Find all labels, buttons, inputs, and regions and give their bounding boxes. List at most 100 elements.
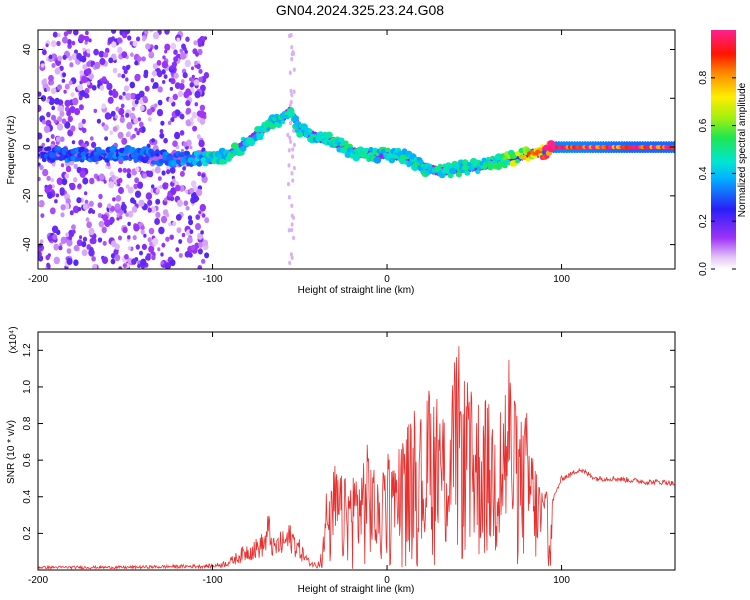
spectrogram-y-ticks: 40 20 0 -20 -40: [22, 44, 675, 252]
spectrogram-noise-point: [116, 216, 120, 221]
spectrogram-noise-point: [57, 84, 62, 91]
spectrogram-noise-point: [51, 162, 56, 167]
spectrogram-noise-point: [86, 244, 91, 250]
spectrogram-noise-point: [134, 60, 139, 66]
spectrogram-noise-point: [112, 197, 116, 202]
spectrogram-noise-point: [105, 80, 110, 85]
spectrogram-noise-point: [127, 35, 132, 41]
spectrogram-ridge-point: [221, 159, 228, 165]
spectrogram-noise-point: [139, 105, 145, 112]
spectrogram-noise-point: [57, 116, 63, 122]
spectrogram-noise-point: [140, 225, 145, 230]
spectrogram-noise-point: [196, 196, 200, 201]
spectrogram-noise-point: [199, 104, 206, 112]
spectrogram-noise-point: [101, 76, 107, 82]
spectrogram-noise-point: [126, 122, 133, 130]
spectrogram-noise-point: [76, 197, 82, 204]
spectrogram-noise-point: [288, 70, 292, 76]
spectrogram-noise-point: [169, 86, 174, 91]
spectrogram-noise-point: [133, 223, 140, 232]
spectrogram-noise-point: [81, 75, 88, 84]
spectrogram-noise-point: [47, 191, 53, 199]
spectrogram-noise-point: [169, 259, 176, 267]
spectrogram-noise-point: [160, 260, 164, 265]
spectrogram-noise-point: [150, 78, 155, 83]
spectrogram-ridge-point: [520, 154, 527, 161]
snr-x-tick-label: 0: [384, 575, 390, 586]
spectrogram-noise-point: [185, 107, 192, 115]
spectrogram-noise-point: [286, 132, 290, 138]
spectrogram-noise-point: [134, 73, 141, 82]
spectrogram-noise-point: [82, 47, 86, 52]
spectrogram-noise-point: [60, 204, 66, 211]
spectrogram-noise-point: [200, 230, 204, 235]
spectrogram-noise-point: [59, 110, 65, 117]
spectrogram-noise-point: [88, 73, 94, 80]
spectrogram-noise-point: [198, 76, 203, 83]
spectrogram-x-tick-label: 100: [553, 274, 570, 285]
spectrogram-ridge-point: [296, 131, 304, 138]
spectrogram-noise-point: [192, 125, 198, 132]
spectrogram-noise-point: [287, 228, 291, 233]
snr-y-tick-label: 0.8: [22, 416, 33, 430]
spectrogram-noise-point: [56, 177, 63, 186]
spectrogram-noise-point: [158, 226, 165, 235]
spectrogram-noise-point: [166, 169, 171, 175]
spectrogram-noise-point: [38, 201, 41, 206]
spectrogram-noise-point: [76, 239, 83, 247]
spectrogram-noise-point: [107, 96, 114, 104]
spectrogram-noise-point: [53, 256, 60, 265]
spectrogram-noise-point: [179, 48, 184, 54]
snr-y-tick-label: 0.2: [22, 526, 33, 540]
spectrogram-noise-point: [39, 239, 44, 244]
spectrogram-noise-point: [38, 250, 42, 258]
spectrogram-noise-point: [138, 127, 143, 133]
spectrogram-noise-point: [39, 164, 44, 171]
spectrogram-noise-point: [145, 255, 149, 261]
spectrogram-noise-point: [172, 140, 178, 147]
spectrogram-noise-point: [81, 167, 85, 172]
spectrogram-noise-point: [182, 166, 187, 171]
spectrogram-noise-point: [198, 68, 203, 74]
spectrogram-ridge-point: [475, 169, 481, 175]
spectrogram-noise-point: [60, 236, 67, 244]
spectrogram-noise-point: [81, 249, 88, 257]
spectrogram-noise-point: [185, 36, 190, 42]
spectrogram-noise-point: [86, 221, 92, 229]
colorbar-tick-label: 0.2: [698, 214, 709, 228]
spectrogram-noise-point: [292, 128, 296, 133]
spectrogram-noise-point: [114, 203, 121, 210]
spectrogram-noise-point: [46, 98, 50, 103]
spectrogram-noise-point: [189, 82, 194, 88]
spectrogram-noise-point: [82, 236, 88, 242]
spectrogram-noise-point: [53, 243, 60, 251]
spectrogram-noise-point: [159, 185, 163, 189]
colorbar-tick-label: 0.6: [698, 118, 709, 132]
snr-y-tick-label: 0.4: [22, 489, 33, 503]
spectrogram-noise-point: [51, 114, 56, 121]
spectrogram-noise-point: [85, 217, 90, 222]
spectrogram-noise-point: [91, 209, 96, 214]
spectrogram-noise-point: [126, 168, 131, 174]
spectrogram-noise-point: [175, 247, 180, 252]
spectrogram-ridge-point: [465, 170, 470, 175]
spectrogram-noise-point: [125, 132, 130, 138]
spectrogram-noise-point: [155, 211, 161, 218]
spectrogram-noise-point: [164, 49, 168, 54]
spectrogram-noise-point: [48, 97, 55, 106]
spectrogram-noise-point: [77, 207, 82, 212]
spectrogram-noise-point: [176, 37, 180, 42]
spectrogram-ridge-point: [461, 159, 469, 166]
spectrogram-noise-point: [60, 212, 65, 218]
spectrogram-noise-point: [62, 54, 67, 60]
snr-y-label: SNR (10 * v/v): [6, 420, 17, 484]
spectrogram-noise-point: [79, 235, 83, 240]
spectrogram-noise-point: [156, 108, 164, 117]
spectrogram-noise-point: [190, 180, 197, 188]
spectrogram-noise-point: [69, 182, 76, 191]
spectrogram-noise-point: [66, 110, 71, 117]
spectrogram-noise-point: [152, 82, 159, 89]
spectrogram-noise-point: [122, 65, 126, 71]
snr-marks: [38, 346, 675, 570]
spectrogram-noise-point: [120, 103, 125, 109]
